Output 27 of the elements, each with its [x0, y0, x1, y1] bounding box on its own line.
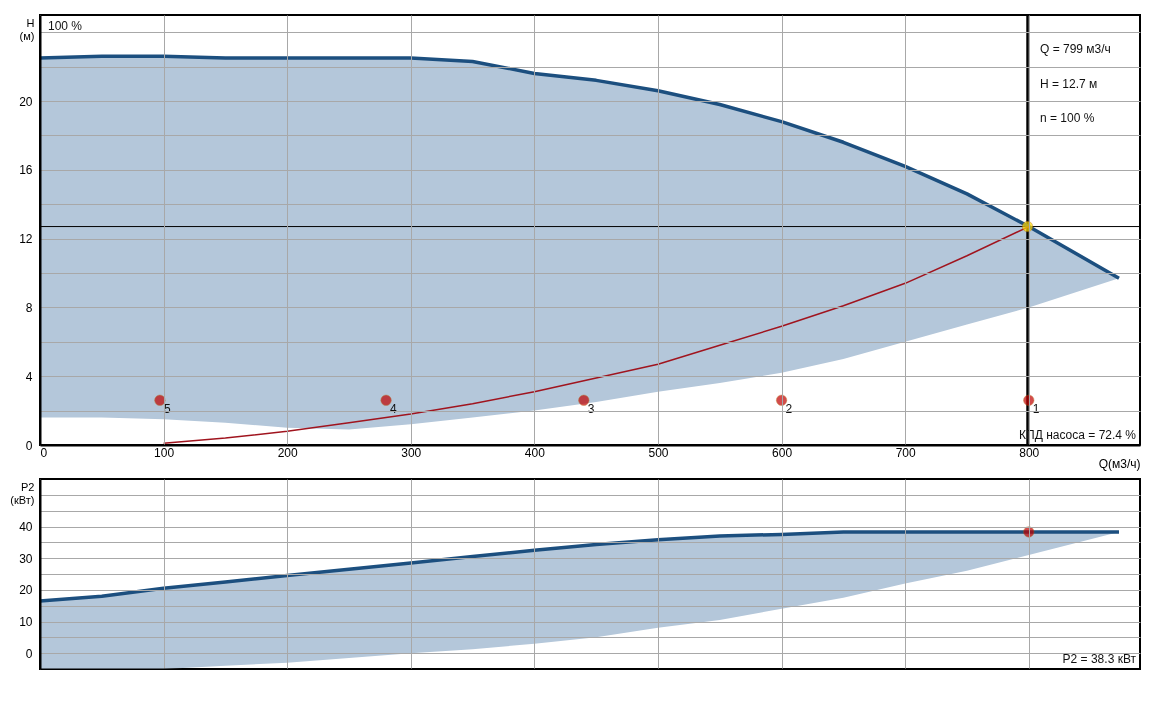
x-tick-label: 500	[648, 445, 669, 460]
x-tick-label: 100	[154, 445, 175, 460]
y-tick-label: 30	[19, 551, 33, 566]
x-tick-label: 700	[895, 445, 916, 460]
annotation: 100 %	[48, 19, 83, 33]
x-axis-title: Q(м3/ч)	[1098, 456, 1141, 471]
annotation: H = 12.7 м	[1040, 76, 1098, 91]
y-tick-label: 12	[19, 232, 33, 247]
y-tick-label: 8	[25, 300, 33, 315]
y-axis-title: P2 (кВт)	[10, 480, 35, 506]
x-tick-label: 400	[524, 445, 546, 460]
annotation: P2 = 38.3 кВт	[1062, 652, 1137, 666]
annotation: Q = 799 м3/ч	[1040, 42, 1111, 56]
x-tick-label: 600	[772, 445, 793, 460]
x-tick-label: 0	[40, 445, 48, 460]
y-tick-label: 0	[25, 646, 33, 661]
y-tick-label: 40	[19, 520, 33, 534]
y-tick-label: 16	[19, 163, 33, 178]
annotation: n = 100 %	[1040, 111, 1095, 125]
y-tick-label: 10	[19, 615, 33, 629]
y-axis-title: H (м)	[19, 16, 35, 42]
y-tick-label: 20	[19, 583, 33, 598]
y-tick-label: 20	[19, 94, 33, 109]
x-tick-label: 200	[277, 445, 299, 460]
y-tick-label: 4	[25, 369, 33, 384]
x-tick-label: 300	[401, 445, 422, 460]
x-tick-label: 800	[1019, 445, 1040, 460]
